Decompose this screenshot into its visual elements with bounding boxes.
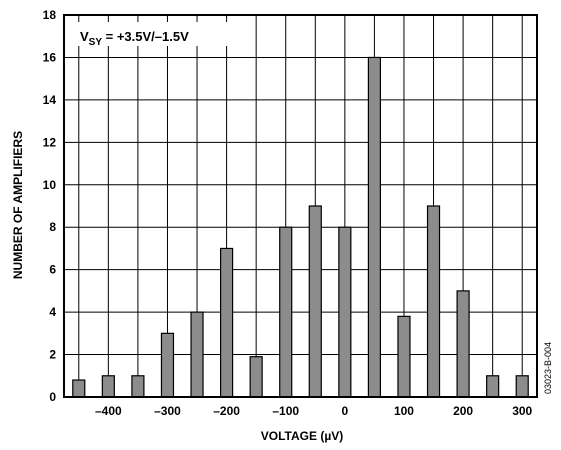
- y-tick-label: 6: [49, 263, 56, 277]
- x-tick-label: –300: [154, 404, 181, 418]
- x-tick-label: 200: [453, 404, 473, 418]
- y-tick-label: 14: [43, 93, 57, 107]
- x-tick-label: –400: [95, 404, 122, 418]
- bar: [160, 332, 175, 398]
- x-tick-label: –100: [272, 404, 299, 418]
- y-tick-label: 12: [43, 135, 57, 149]
- bar: [279, 226, 293, 398]
- supply-voltage-annotation: VSY = +3.5V/–1.5V: [80, 29, 189, 48]
- bar: [456, 290, 470, 398]
- y-axis-title: NUMBER OF AMPLIFIERS: [11, 131, 25, 279]
- x-tick-label: 300: [512, 404, 532, 418]
- y-tick-label: 0: [49, 390, 56, 404]
- bar: [72, 379, 86, 398]
- x-axis-title: VOLTAGE (µV): [261, 429, 343, 443]
- x-tick-label: –200: [213, 404, 240, 418]
- bar: [486, 375, 500, 398]
- y-tick-label: 2: [49, 348, 56, 362]
- figure-id: 03023-B-004: [543, 342, 553, 394]
- bar: [101, 375, 115, 398]
- y-tick-label: 10: [43, 178, 57, 192]
- plot-frame: [63, 14, 538, 398]
- bar: [308, 205, 322, 398]
- bar: [515, 375, 529, 398]
- annotation-suffix: = +3.5V/–1.5V: [102, 29, 189, 44]
- bar: [397, 315, 411, 398]
- y-tick-label: 16: [43, 50, 57, 64]
- bar: [219, 247, 234, 398]
- annotation-prefix: V: [80, 29, 89, 44]
- x-tick-label: 100: [394, 404, 414, 418]
- bar: [131, 375, 145, 398]
- bar: [249, 356, 263, 398]
- annotation-background: [70, 22, 242, 46]
- y-tick-labels: 0 2 4 6 8 10 12 14 16 18: [43, 8, 57, 404]
- bar: [426, 205, 441, 398]
- y-tick-label: 4: [49, 305, 56, 319]
- bar: [338, 226, 352, 398]
- x-tick-labels: –400 –300 –200 –100 0 100 200 300: [95, 404, 533, 418]
- y-tick-label: 8: [49, 220, 56, 234]
- annotation-subscript: SY: [89, 37, 103, 48]
- bar: [367, 56, 382, 398]
- x-tick-label: 0: [342, 404, 349, 418]
- y-tick-label: 18: [43, 8, 57, 22]
- bar: [190, 311, 204, 398]
